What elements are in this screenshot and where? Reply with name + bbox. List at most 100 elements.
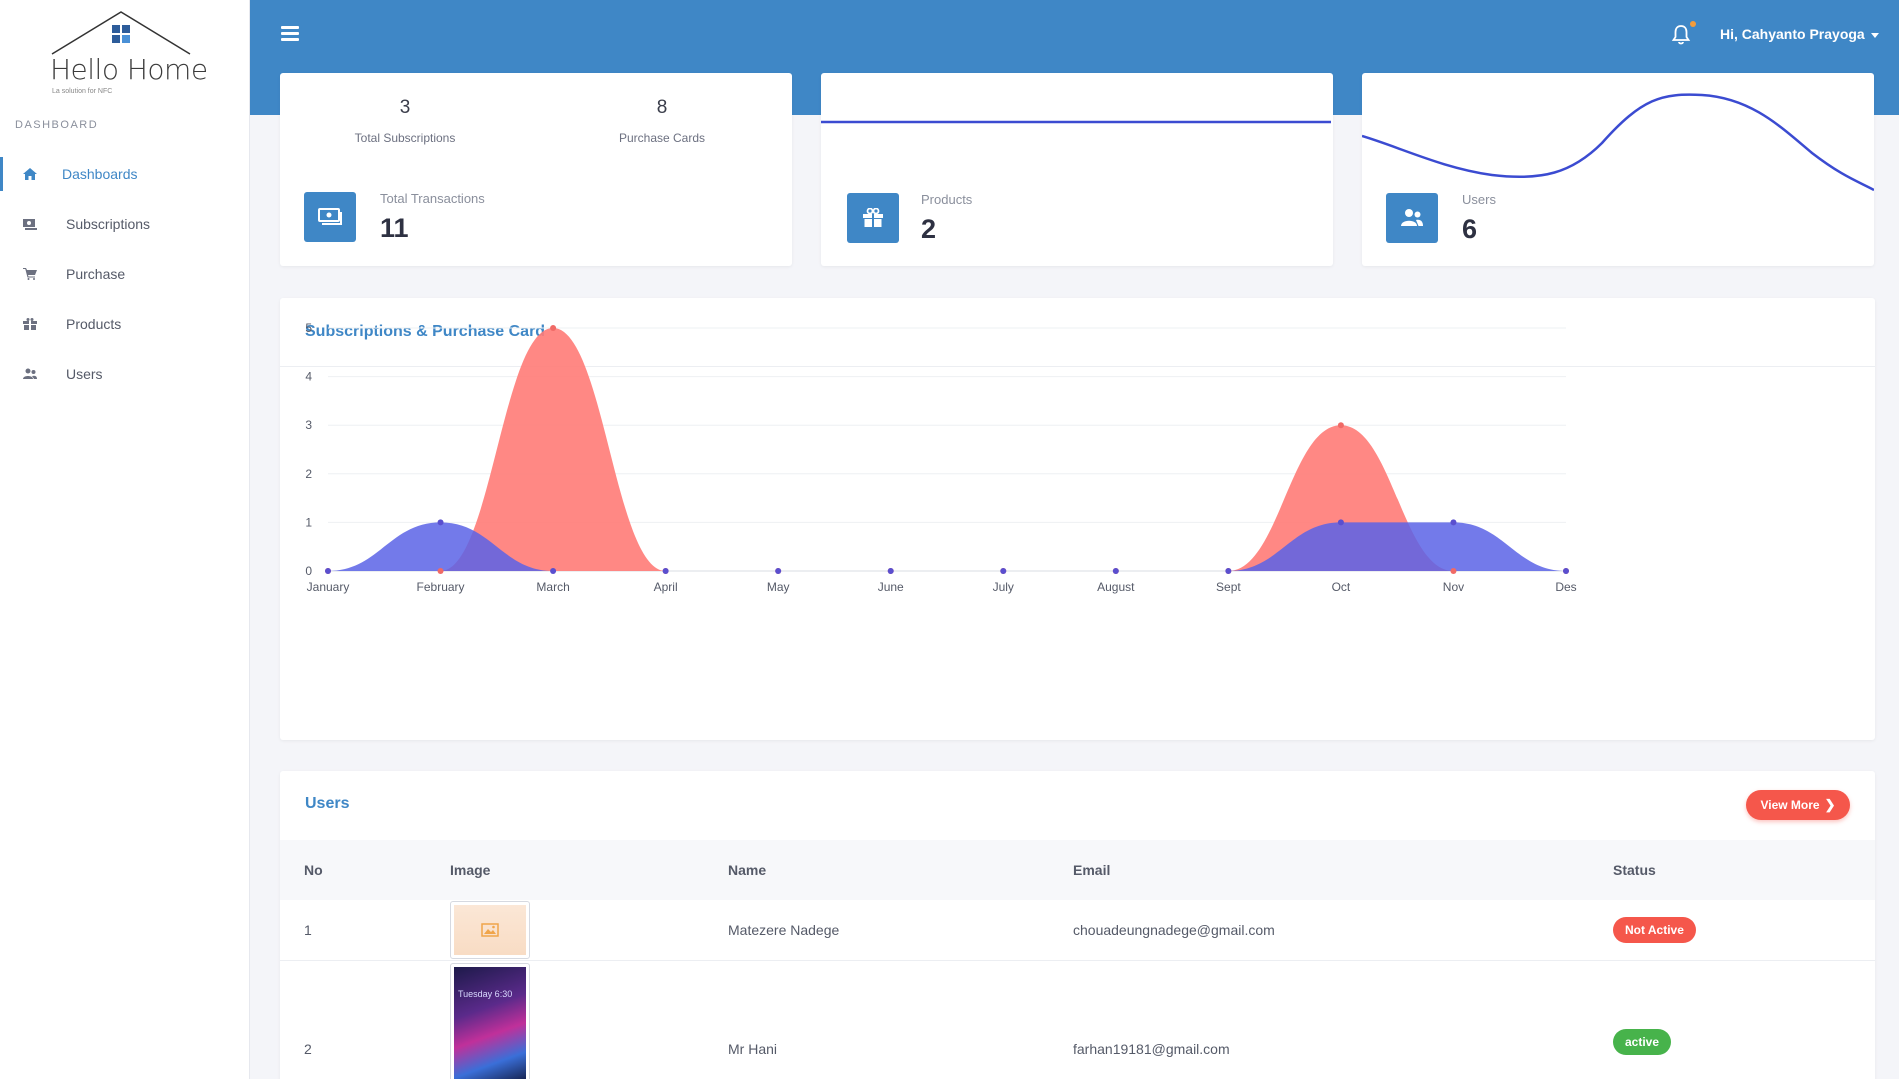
hamburger-menu-icon[interactable]: [281, 26, 299, 42]
series-area-1: [328, 328, 1566, 571]
chart-panel-divider: [280, 366, 1875, 367]
brand-logo[interactable]: Hello Home La solution for NFC: [40, 8, 210, 98]
sidebar-item-products[interactable]: Products: [0, 299, 250, 349]
user-email: farhan19181@gmail.com: [1073, 1041, 1230, 1057]
row-number: 2: [304, 1041, 312, 1057]
y-tick-label: 3: [305, 418, 312, 432]
thumbnail-text: Tuesday 6:30: [458, 989, 513, 999]
data-point: [1450, 568, 1457, 574]
products-card: Products 2: [821, 73, 1333, 266]
row-number: 1: [304, 922, 312, 938]
x-tick-label: Nov: [1443, 580, 1464, 594]
sidebar-item-label: Products: [66, 316, 122, 332]
column-header-image: Image: [450, 862, 491, 878]
data-point: [550, 568, 557, 574]
x-tick-label: Des: [1555, 580, 1576, 594]
sidebar-item-users[interactable]: Users: [0, 349, 250, 399]
purchase-cards-value: 8: [656, 97, 668, 118]
y-tick-label: 2: [305, 467, 312, 481]
data-point: [775, 568, 782, 574]
data-point: [1337, 422, 1344, 429]
x-tick-label: Sept: [1216, 580, 1241, 594]
data-point: [1225, 568, 1232, 574]
x-tick-label: April: [654, 580, 678, 594]
cart-icon: [22, 267, 38, 281]
brand-name: Hello Home: [50, 53, 208, 86]
status-badge: Not Active: [1613, 917, 1696, 943]
series-area-2: [328, 522, 1566, 571]
sidebar-section-label: DASHBOARD: [15, 119, 99, 131]
image-placeholder-icon: [454, 905, 526, 955]
x-tick-label: May: [767, 580, 790, 594]
products-label: Products: [921, 192, 973, 207]
view-more-button[interactable]: View More ❯: [1746, 790, 1850, 820]
users-sparkline: [1362, 93, 1874, 192]
x-tick-label: January: [307, 580, 350, 594]
gift-icon: [847, 193, 899, 243]
column-header-status: Status: [1613, 862, 1656, 878]
user-email: chouadeungnadege@gmail.com: [1073, 922, 1275, 938]
sidebar-item-label: Purchase: [66, 266, 126, 282]
table-row[interactable]: 1 Matezere Nadege chouadeungnadege@gmail…: [280, 900, 1875, 961]
sidebar-item-purchase[interactable]: Purchase: [0, 249, 250, 299]
data-point: [550, 325, 557, 331]
products-value: 2: [921, 214, 937, 244]
users-table-header: No Image Name Email Status: [280, 840, 1875, 900]
sidebar-nav: Dashboards Subscriptions Purchase Produc…: [0, 149, 250, 399]
view-more-label: View More: [1760, 798, 1820, 812]
money-icon: [304, 192, 356, 242]
sidebar: Hello Home La solution for NFC DASHBOARD…: [0, 0, 250, 1079]
total-subscriptions-label: Total Subscriptions: [354, 131, 456, 145]
data-point: [662, 568, 669, 574]
products-sparkline: [821, 120, 1331, 124]
status-badge: active: [1613, 1029, 1672, 1055]
user-menu[interactable]: Hi, Cahyanto Prayoga: [1720, 26, 1879, 42]
x-tick-label: March: [536, 580, 569, 594]
x-tick-label: June: [878, 580, 904, 594]
house-logo-icon: [51, 11, 191, 55]
area-chart: 0 1 2 3 4 5 January February March April May June Ju…: [305, 321, 1576, 594]
column-header-name: Name: [728, 862, 767, 878]
caret-down-icon: [1870, 32, 1879, 38]
table-row[interactable]: 2 Tuesday 6:30 Mr Hani farhan19181@gmail…: [280, 961, 1875, 1079]
sidebar-item-label: Users: [66, 366, 103, 382]
phone-wallpaper-image: Tuesday 6:30: [454, 967, 526, 1079]
money-icon: [22, 217, 38, 231]
sidebar-item-dashboards[interactable]: Dashboards: [0, 149, 250, 199]
brand-tagline: La solution for NFC: [52, 88, 113, 95]
chart-panel-title: Subscriptions & Purchase Card: [305, 323, 546, 340]
user-name: Matezere Nadege: [728, 922, 840, 938]
data-point: [1000, 568, 1007, 574]
y-tick-label: 4: [305, 370, 312, 384]
y-tick-label: 0: [305, 564, 312, 578]
purchase-cards-label: Purchase Cards: [618, 131, 706, 145]
notification-dot: [1690, 21, 1696, 27]
column-header-no: No: [304, 862, 323, 878]
user-name: Mr Hani: [728, 1041, 778, 1057]
total-subscriptions-value: 3: [399, 97, 411, 118]
data-point: [437, 519, 444, 526]
user-greeting: Hi, Cahyanto Prayoga: [1720, 26, 1865, 42]
column-header-email: Email: [1073, 862, 1111, 878]
data-point: [887, 568, 894, 574]
y-tick-label: 5: [305, 321, 312, 335]
data-point: [1112, 568, 1119, 574]
data-point: [437, 568, 444, 574]
gift-icon: [22, 317, 38, 331]
chart-panel: Subscriptions & Purchase Card 0 1 2 3 4 5 Janu…: [280, 298, 1875, 740]
bell-icon[interactable]: [1671, 24, 1691, 46]
data-point: [1337, 519, 1344, 526]
chevron-right-icon: ❯: [1824, 797, 1836, 812]
users-panel-title: Users: [305, 795, 350, 812]
data-point: [1450, 519, 1457, 526]
home-icon: [22, 167, 38, 181]
users-value: 6: [1462, 214, 1478, 244]
user-avatar: [450, 901, 530, 959]
sidebar-item-subscriptions[interactable]: Subscriptions: [0, 199, 250, 249]
transactions-card: 3 Total Subscriptions 8 Purchase Cards T…: [280, 73, 792, 266]
x-tick-label: February: [417, 580, 465, 594]
x-tick-label: August: [1097, 580, 1135, 594]
users-card: Users 6: [1362, 73, 1874, 266]
sidebar-item-label: Subscriptions: [66, 216, 151, 232]
user-avatar: Tuesday 6:30: [450, 963, 530, 1079]
